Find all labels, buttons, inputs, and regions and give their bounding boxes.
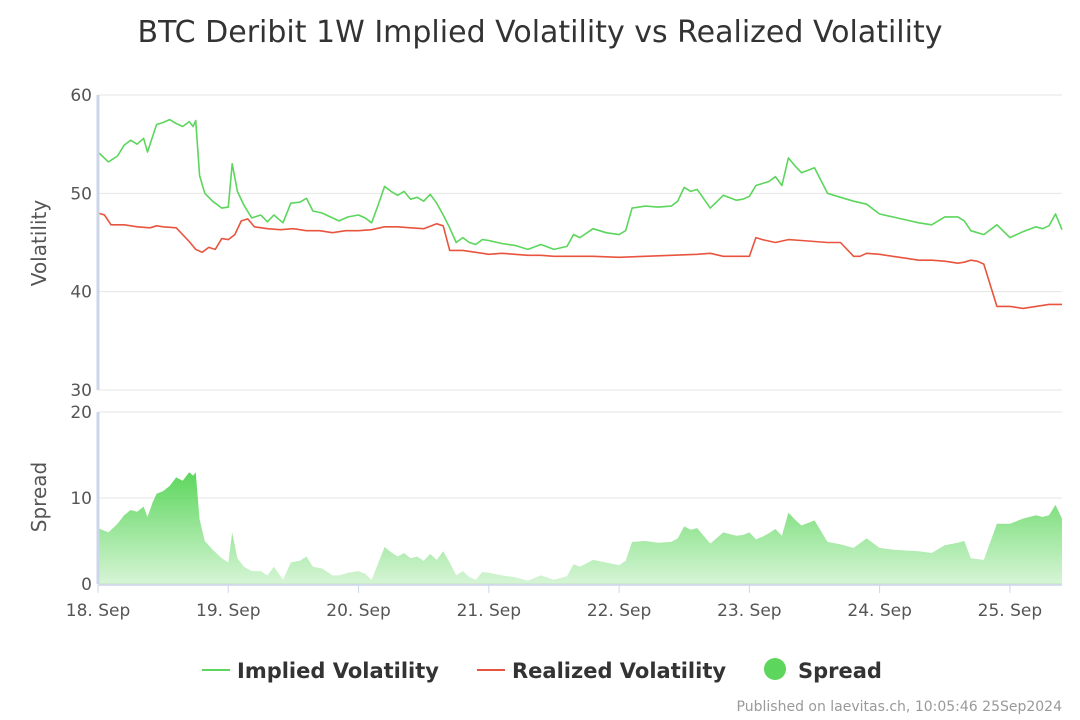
volatility-line-series: [97, 118, 1063, 310]
legend-spread-circle-icon: [764, 658, 786, 680]
y-tick-spread-1: 10: [70, 489, 92, 509]
legend-item-implied-volatility[interactable]: Implied Volatility: [202, 659, 439, 683]
legend-item-spread[interactable]: Spread: [764, 658, 882, 683]
x-tick-6: 24. Sep: [847, 601, 911, 621]
credits[interactable]: Published on laevitas.ch, 10:05:46 25Sep…: [737, 699, 1063, 715]
x-tick-labels: 18. Sep 19. Sep 20. Sep 21. Sep 22. Sep 23. S…: [66, 585, 1042, 621]
legend-item-realized-volatility[interactable]: Realized Volatility: [477, 659, 726, 683]
volatility-gridlines: [98, 94, 1062, 391]
spread-area: [98, 472, 1062, 584]
x-tick-2: 20. Sep: [326, 601, 390, 621]
spread-area-series: [98, 472, 1062, 584]
axes: [96, 95, 1062, 586]
x-tick-4: 22. Sep: [587, 601, 651, 621]
y-tick-volatility-3: 60: [70, 86, 92, 106]
x-tick-1: 19. Sep: [196, 601, 260, 621]
y-tick-labels: 30 40 50 60 0 10 20: [70, 86, 92, 595]
y-tick-spread-2: 20: [70, 403, 92, 423]
x-tick-0: 18. Sep: [66, 601, 130, 621]
implied-volatility-line: [97, 118, 1063, 251]
x-tick-7: 25. Sep: [978, 601, 1042, 621]
chart-title: BTC Deribit 1W Implied Volatility vs Rea…: [138, 15, 943, 50]
x-tick-3: 21. Sep: [457, 601, 521, 621]
realized-volatility-line: [97, 212, 1062, 310]
y-tick-spread-0: 0: [81, 575, 92, 595]
y-tick-volatility-2: 50: [70, 184, 92, 204]
legend-label-spread: Spread: [798, 659, 882, 683]
legend-label-realized: Realized Volatility: [512, 659, 726, 683]
y-tick-volatility-0: 30: [70, 381, 92, 401]
y-axis-title-volatility: Volatility: [27, 200, 51, 287]
y-tick-volatility-1: 40: [70, 283, 92, 303]
x-tick-5: 23. Sep: [717, 601, 781, 621]
legend-label-implied: Implied Volatility: [237, 659, 439, 683]
y-axis-title-spread: Spread: [27, 462, 51, 532]
legend: Implied Volatility Realized Volatility S…: [202, 658, 882, 683]
